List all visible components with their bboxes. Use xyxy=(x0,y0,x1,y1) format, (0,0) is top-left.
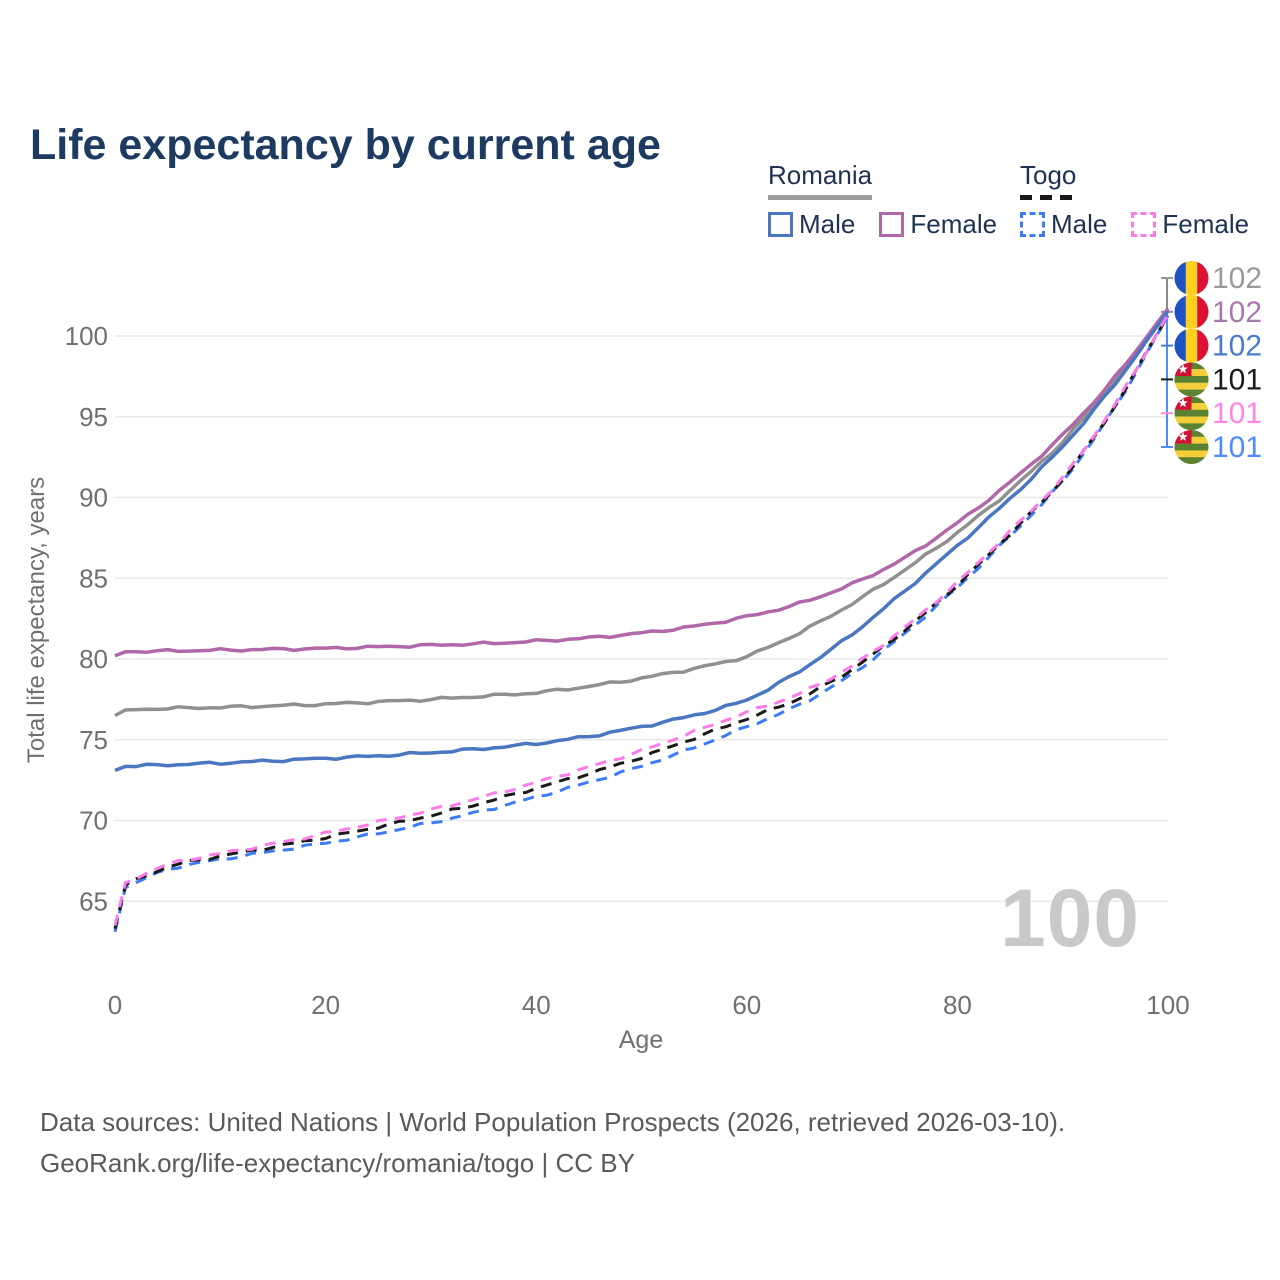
togo-flag-icon xyxy=(1174,362,1209,397)
legend-group-togo: Togo Male Female xyxy=(1020,160,1249,240)
age-watermark: 100 xyxy=(1000,873,1140,964)
y-tick-label: 80 xyxy=(79,644,108,674)
x-tick-label: 60 xyxy=(732,990,761,1020)
series-line-romania-female[interactable] xyxy=(114,307,1170,658)
legend-country-romania[interactable]: Romania xyxy=(768,160,873,200)
romania-flag-icon xyxy=(1174,328,1209,363)
legend-checkbox-romania-female[interactable] xyxy=(879,212,905,237)
legend-line-sample-togo xyxy=(1020,195,1077,200)
x-axis-title: Age xyxy=(619,1026,663,1054)
legend-item-togo-male[interactable]: Male xyxy=(1020,209,1107,240)
legend-item-togo-female[interactable]: Female xyxy=(1131,209,1249,240)
end-value-label[interactable]: 101 xyxy=(1212,431,1262,464)
legend-item-romania-male[interactable]: Male xyxy=(768,209,855,240)
series-line-romania-male[interactable] xyxy=(114,309,1170,773)
legend-line-sample-romania xyxy=(768,195,873,200)
end-value-label[interactable]: 101 xyxy=(1212,397,1262,430)
y-tick-label: 65 xyxy=(79,886,108,916)
y-tick-label: 90 xyxy=(79,483,108,513)
y-tick-label: 85 xyxy=(79,563,108,593)
legend-checkbox-togo-female[interactable] xyxy=(1131,212,1157,237)
attribution-line: GeoRank.org/life-expectancy/romania/togo… xyxy=(40,1148,635,1178)
legend-item-romania-female[interactable]: Female xyxy=(879,209,997,240)
legend-item-togo-male-label: Male xyxy=(1051,209,1108,239)
x-tick-label: 80 xyxy=(943,990,972,1020)
togo-flag-icon xyxy=(1174,396,1209,431)
end-value-label[interactable]: 102 xyxy=(1212,262,1262,295)
legend-country-romania-label: Romania xyxy=(768,160,873,190)
end-value-label[interactable]: 102 xyxy=(1212,296,1262,329)
x-tick-label: 40 xyxy=(522,990,551,1020)
legend-checkbox-togo-male[interactable] xyxy=(1020,212,1045,237)
series-line-togo-male[interactable] xyxy=(113,315,1170,933)
romania-flag-icon xyxy=(1174,261,1209,295)
legend-country-togo[interactable]: Togo xyxy=(1020,160,1077,200)
romania-flag-icon xyxy=(1174,294,1209,329)
legend-country-togo-label: Togo xyxy=(1020,160,1077,190)
x-tick-label: 100 xyxy=(1146,990,1189,1020)
series-line-romania-both[interactable] xyxy=(114,308,1170,718)
legend-item-togo-female-label: Female xyxy=(1162,209,1250,239)
legend-item-romania-female-label: Female xyxy=(910,209,998,239)
y-tick-label: 70 xyxy=(79,806,108,836)
end-value-label[interactable]: 101 xyxy=(1212,363,1262,396)
togo-flag-icon xyxy=(1174,430,1209,464)
footer: Data sources: United Nations | World Pop… xyxy=(40,1102,1065,1184)
series-line-togo-female[interactable] xyxy=(113,313,1170,926)
legend-group-romania: Romania Male Female xyxy=(768,160,997,240)
x-tick-label: 0 xyxy=(108,990,122,1020)
y-tick-label: 95 xyxy=(79,402,108,432)
legend-checkbox-romania-male[interactable] xyxy=(768,212,793,237)
data-sources-line: Data sources: United Nations | World Pop… xyxy=(40,1107,1066,1137)
y-tick-label: 75 xyxy=(79,725,108,755)
legend-item-romania-male-label: Male xyxy=(799,209,856,239)
end-value-label[interactable]: 102 xyxy=(1212,330,1262,363)
x-tick-label: 20 xyxy=(311,990,340,1020)
y-axis-title: Total life expectancy, years xyxy=(23,477,50,763)
page-title: Life expectancy by current age xyxy=(30,120,661,169)
series-line-togo-both[interactable] xyxy=(113,314,1170,930)
y-tick-label: 100 xyxy=(65,321,108,351)
